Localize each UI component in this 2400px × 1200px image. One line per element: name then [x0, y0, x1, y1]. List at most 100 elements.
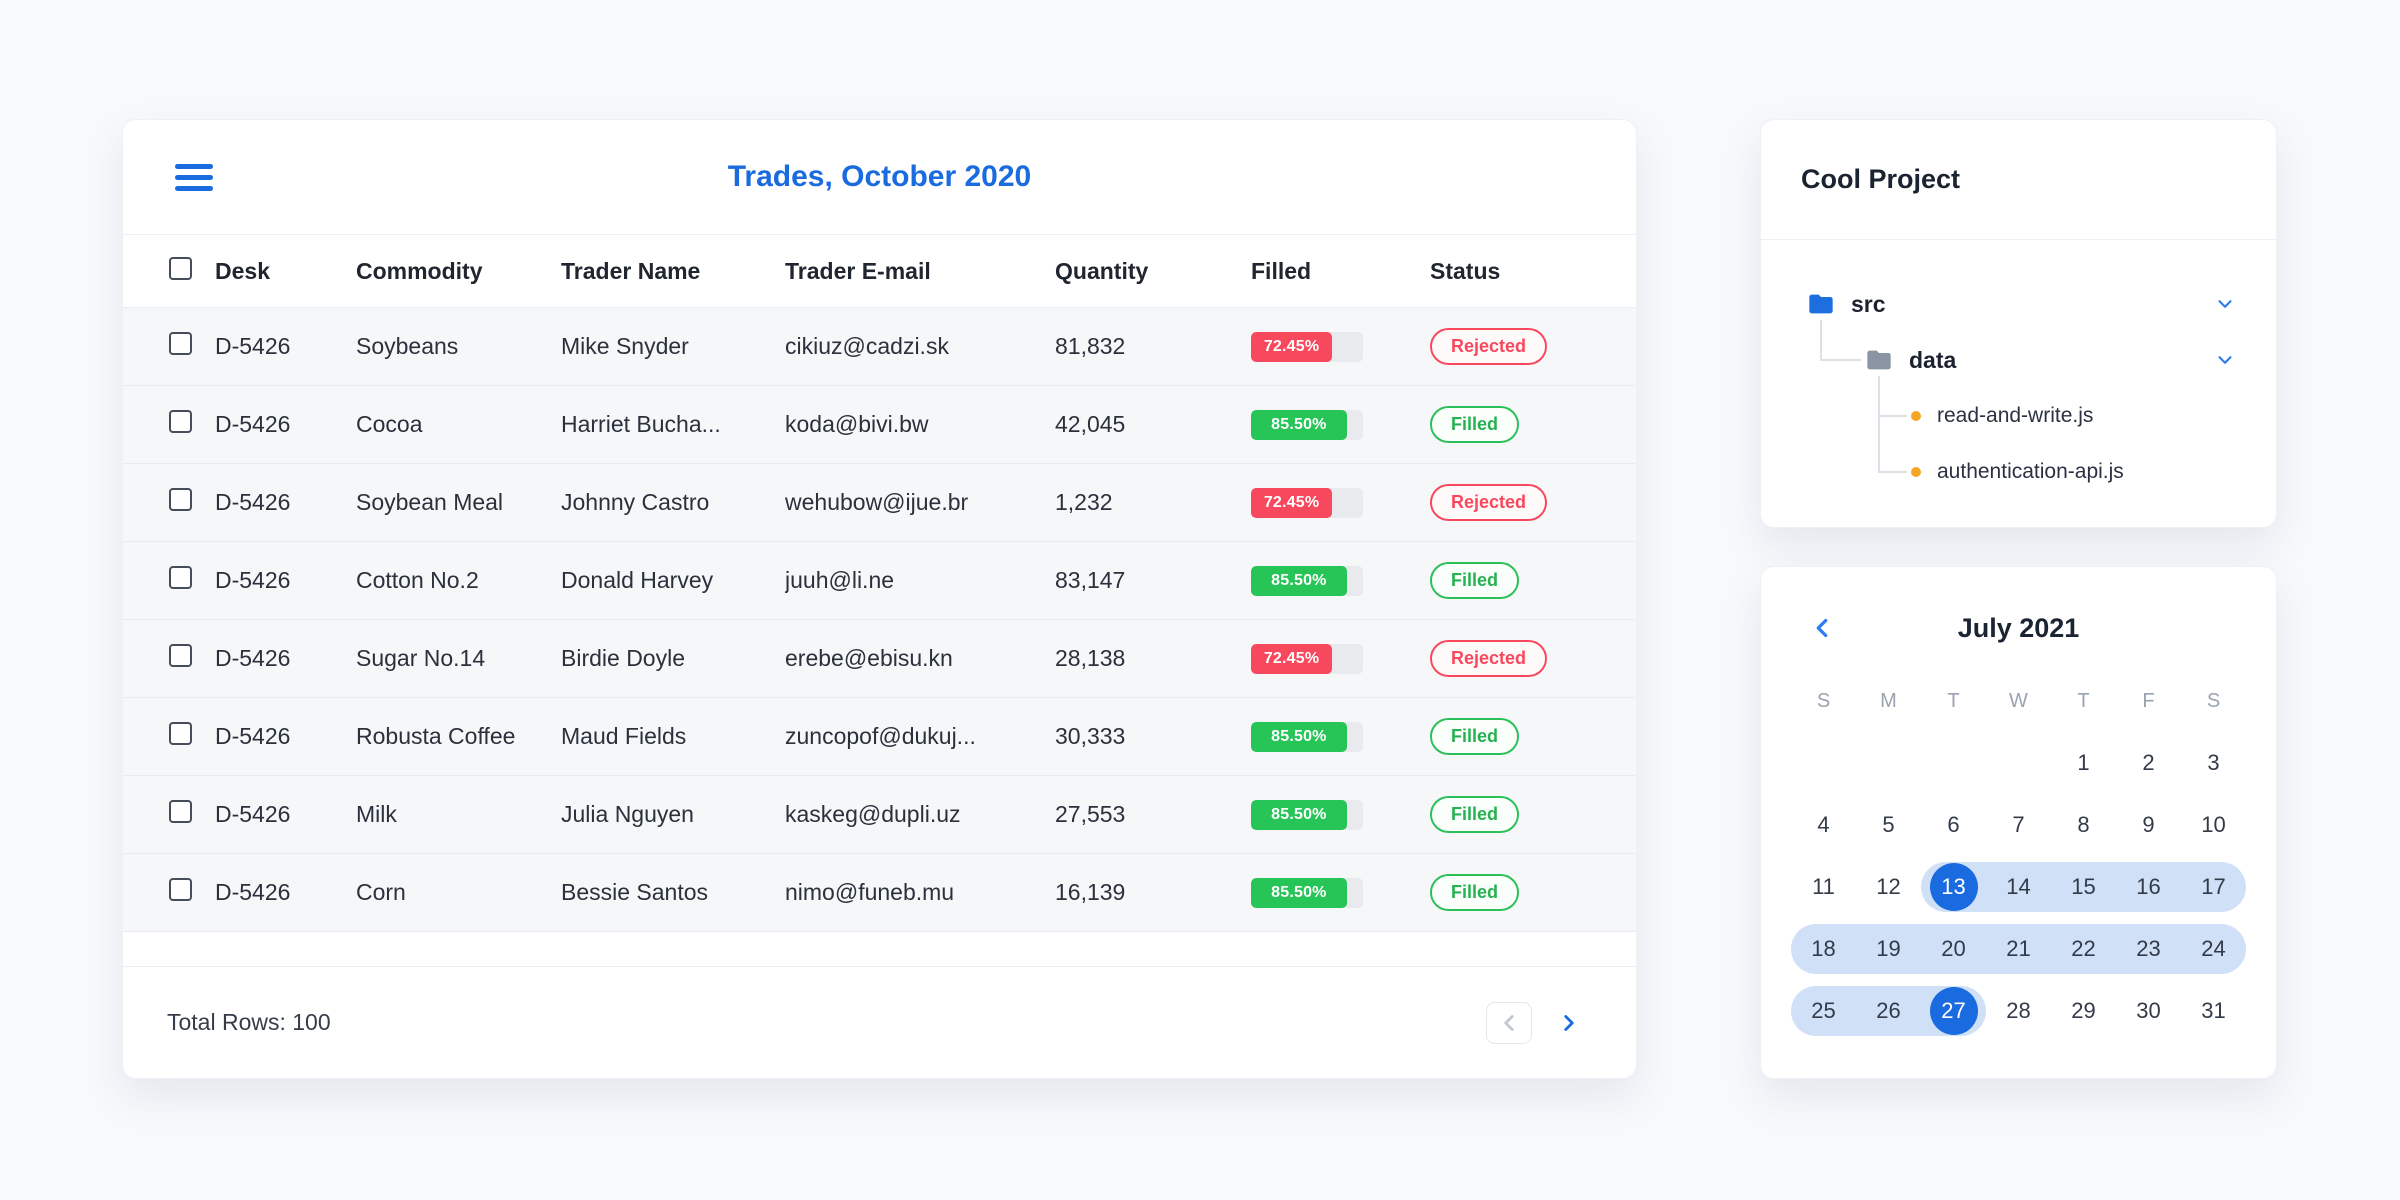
day-of-week-label: W — [2009, 689, 2028, 712]
trader-name-cell: Maud Fields — [561, 723, 687, 749]
calendar-day[interactable]: 26 — [1856, 986, 1921, 1036]
desk-cell: D-5426 — [215, 879, 291, 905]
trader-email-cell: erebe@ebisu.kn — [785, 645, 953, 671]
filled-percentage: 72.45% — [1263, 493, 1320, 511]
calendar-grid: 1 2 3 4 5 6 7 8 9 10 11 12 13 14 15 16 17 18 19 20 21 22 23 24 2… — [1761, 738, 2276, 1036]
trades-title: Trades, October 2020 — [727, 160, 1032, 193]
trader-email-cell: nimo@funeb.mu — [785, 879, 955, 905]
calendar-day[interactable]: 22 — [2051, 924, 2116, 974]
calendar-day[interactable]: 11 — [1812, 874, 1835, 899]
row-checkbox[interactable] — [169, 332, 192, 355]
calendar-day[interactable]: 15 — [2051, 862, 2116, 912]
status-badge: Rejected — [1430, 328, 1548, 365]
desk-cell: D-5426 — [215, 489, 291, 515]
calendar-day[interactable]: 16 — [2116, 862, 2181, 912]
calendar-day[interactable]: 2 — [2142, 750, 2155, 775]
quantity-cell: 30,333 — [1055, 723, 1126, 749]
desk-cell: D-5426 — [215, 645, 291, 671]
row-checkbox[interactable] — [169, 644, 192, 667]
table-header-row: Desk Commodity Trader Name Trader E-mail… — [123, 234, 1636, 308]
column-header-status: Status — [1430, 257, 1501, 284]
selected-day: 13 — [1929, 863, 1978, 911]
calendar-day[interactable]: 24 — [2181, 924, 2246, 974]
trader-name-cell: Johnny Castro — [561, 489, 710, 515]
folder-name: src — [1851, 290, 1886, 317]
calendar-month-title: July 2021 — [1957, 612, 2080, 643]
status-badge: Filled — [1430, 874, 1520, 911]
quantity-cell: 27,553 — [1055, 801, 1126, 827]
filled-progress-bar: 72.45% — [1251, 331, 1363, 362]
row-checkbox[interactable] — [169, 410, 192, 433]
calendar-day[interactable]: 27 — [1921, 986, 1986, 1036]
select-all-checkbox[interactable] — [169, 256, 192, 280]
menu-icon[interactable] — [175, 163, 213, 191]
previous-month-button[interactable] — [1807, 613, 1837, 643]
trader-email-cell: cikiuz@cadzi.sk — [785, 333, 949, 359]
filled-percentage: 72.45% — [1263, 649, 1320, 667]
chevron-right-icon — [1564, 1014, 1574, 1031]
calendar-day[interactable]: 29 — [2071, 998, 2096, 1023]
filled-percentage: 85.50% — [1271, 805, 1327, 823]
calendar-day[interactable]: 5 — [1882, 812, 1895, 837]
day-of-week-label: F — [2142, 689, 2155, 712]
row-checkbox[interactable] — [169, 488, 192, 511]
day-of-week-label: M — [1880, 689, 1897, 712]
row-checkbox[interactable] — [169, 722, 192, 745]
tree-node-file[interactable]: authentication-api.js — [1911, 444, 2236, 500]
filled-cell: 85.50% — [1251, 799, 1430, 830]
calendar-day[interactable]: 6 — [1947, 812, 1960, 837]
calendar-day[interactable]: 17 — [2181, 862, 2246, 912]
tree-node-src[interactable]: src — [1807, 276, 2236, 332]
filled-progress-bar: 85.50% — [1251, 721, 1363, 752]
table-row: D-5426 Soybeans Mike Snyder cikiuz@cadzi.sk… — [123, 308, 1636, 386]
calendar-day[interactable]: 13 — [1921, 862, 1986, 912]
file-name: authentication-api.js — [1937, 460, 2124, 483]
day-of-week-label: S — [1816, 689, 1831, 712]
chevron-down-icon[interactable] — [2214, 349, 2236, 371]
filled-cell: 72.45% — [1251, 643, 1430, 674]
table-body: D-5426 Soybeans Mike Snyder cikiuz@cadzi.sk… — [123, 308, 1636, 932]
calendar-day[interactable]: 8 — [2077, 812, 2090, 837]
trader-name-cell: Julia Nguyen — [561, 801, 694, 827]
chevron-down-icon[interactable] — [2214, 293, 2236, 315]
calendar-day[interactable]: 12 — [1876, 874, 1901, 899]
folder-icon — [1809, 294, 1833, 314]
calendar-day[interactable]: 21 — [1986, 924, 2051, 974]
previous-page-button[interactable] — [1486, 1001, 1532, 1044]
row-checkbox[interactable] — [169, 878, 192, 901]
calendar-day[interactable]: 23 — [2116, 924, 2181, 974]
calendar-day[interactable]: 28 — [2006, 998, 2031, 1023]
calendar-day[interactable]: 18 — [1791, 924, 1856, 974]
next-page-button[interactable] — [1546, 1001, 1592, 1044]
calendar-day[interactable]: 3 — [2207, 750, 2220, 775]
trades-card-header: Trades, October 2020 — [123, 120, 1636, 234]
chevron-left-icon — [1816, 618, 1828, 638]
commodity-cell: Soybeans — [356, 333, 459, 359]
calendar-day[interactable]: 31 — [2201, 998, 2226, 1023]
status-cell: Filled — [1430, 796, 1590, 833]
commodity-cell: Milk — [356, 801, 397, 827]
calendar-day[interactable]: 20 — [1921, 924, 1986, 974]
calendar-day[interactable]: 4 — [1817, 812, 1830, 837]
calendar-day[interactable]: 14 — [1986, 862, 2051, 912]
calendar-day[interactable]: 7 — [2012, 812, 2025, 837]
table-row: D-5426 Corn Bessie Santos nimo@funeb.mu 16,1… — [123, 854, 1636, 932]
table-spacer — [123, 932, 1636, 966]
filled-cell: 85.50% — [1251, 409, 1430, 440]
tree-connector-line — [1878, 415, 1907, 417]
calendar-day[interactable]: 1 — [2077, 750, 2090, 775]
calendar-day[interactable]: 19 — [1856, 924, 1921, 974]
quantity-cell: 16,139 — [1055, 879, 1126, 905]
calendar-day[interactable]: 10 — [2201, 812, 2226, 837]
trader-email-cell: zuncopof@dukuj... — [785, 723, 976, 749]
filled-progress-bar: 85.50% — [1251, 409, 1363, 440]
row-checkbox[interactable] — [169, 800, 192, 823]
selected-day: 27 — [1929, 987, 1978, 1035]
tree-node-file[interactable]: read-and-write.js — [1911, 388, 2236, 444]
calendar-day[interactable]: 9 — [2142, 812, 2155, 837]
calendar-day[interactable]: 25 — [1791, 986, 1856, 1036]
filled-cell: 85.50% — [1251, 877, 1430, 908]
tree-node-data[interactable]: data — [1865, 332, 2236, 388]
row-checkbox[interactable] — [169, 566, 192, 589]
calendar-day[interactable]: 30 — [2136, 998, 2161, 1023]
